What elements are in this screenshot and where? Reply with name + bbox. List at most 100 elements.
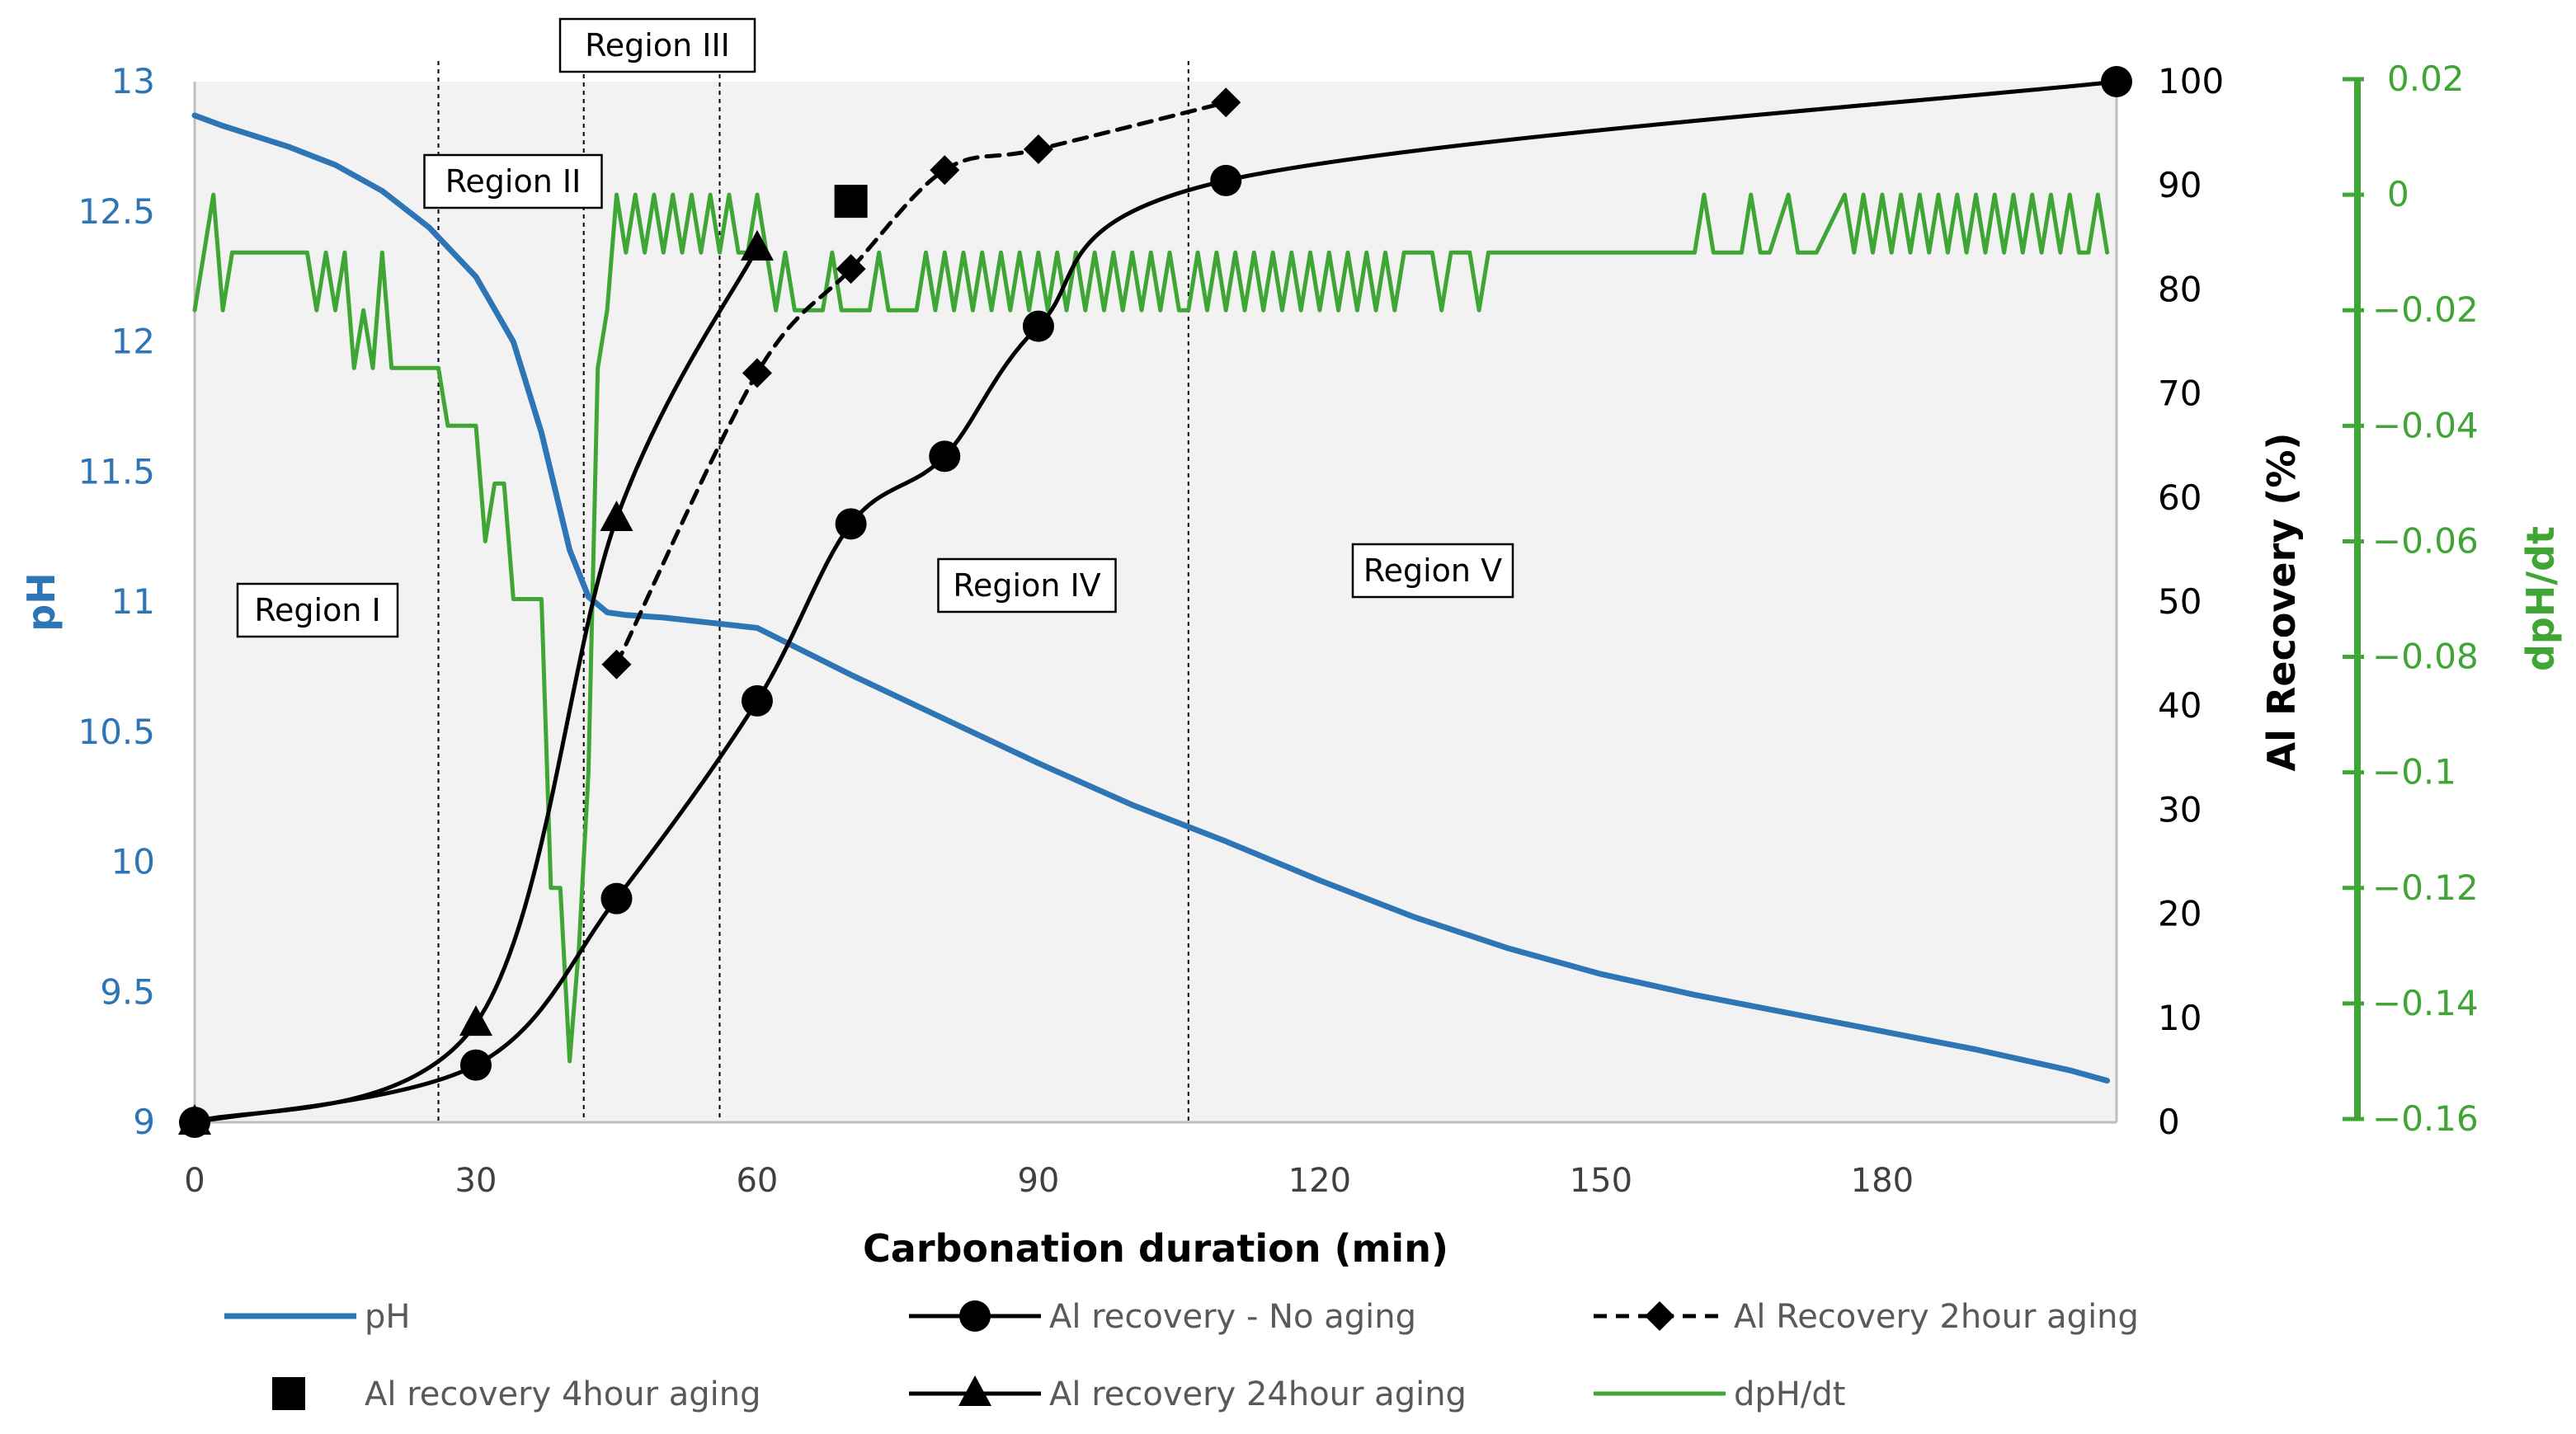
dpdt-tick-label: −0.04 [2372, 405, 2479, 445]
legend-label: pH [365, 1298, 410, 1336]
data-point-al-recovery-24hour-aging [600, 501, 633, 532]
al-ticks: 0 10 20 30 40 50 60 70 80 90 100 [2158, 61, 2224, 1142]
legend-item: dpH/dt [1594, 1375, 1845, 1413]
dpdt-tick-label: −0.06 [2372, 520, 2479, 561]
dpdt-tick-label: −0.08 [2372, 637, 2479, 677]
dpdt-tick-label: 0.02 [2387, 59, 2465, 99]
region-label: Region IV [937, 557, 1117, 614]
al-tick-label: 100 [2158, 61, 2224, 101]
data-point-al-recovery-2hour-aging [742, 358, 772, 388]
svg-text:Region III: Region III [585, 27, 730, 63]
al-tick-label: 40 [2158, 685, 2202, 726]
dpdt-tick-label: −0.02 [2372, 289, 2479, 330]
plot-area [195, 82, 2117, 1122]
dpdt-tick-label: −0.12 [2372, 867, 2479, 908]
al-tick-label: 70 [2158, 374, 2202, 414]
svg-text:Region IV: Region IV [953, 567, 1100, 604]
data-point-al-recovery-no-aging [600, 882, 633, 914]
dpdt-ticks: 0.02 0 −0.02 −0.04 −0.06 −0.08 −0.1 −0.12 −0.14 −… [2343, 59, 2479, 1139]
data-point-al-recovery-no-aging [459, 1049, 492, 1081]
al-tick-label: 80 [2158, 269, 2202, 309]
data-point-al-recovery-no-aging [835, 508, 867, 540]
al-tick-label: 20 [2158, 894, 2202, 934]
data-point-al-recovery-no-aging [741, 684, 773, 717]
series-line-dph-dt [192, 192, 2110, 1064]
al-tick-label: 30 [2158, 789, 2202, 830]
ph-tick-label: 9.5 [100, 971, 155, 1012]
ph-tick-label: 11.5 [78, 451, 155, 491]
svg-text:Region II: Region II [445, 163, 582, 200]
data-point-al-recovery-no-aging [179, 1107, 210, 1138]
series-line-al-recovery-2hour-aging [614, 100, 1228, 667]
data-point-al-recovery-2hour-aging [1211, 87, 1241, 118]
legend: pH Al recovery - No aging Al Recovery 2hou… [224, 1298, 2139, 1413]
dpdt-tick-label: −0.14 [2372, 983, 2479, 1023]
al-tick-label: 50 [2158, 581, 2202, 622]
legend-item: pH [224, 1298, 410, 1336]
data-point-al-recovery-24hour-aging [459, 1005, 492, 1037]
data-point-al-recovery-no-aging [1210, 164, 1242, 196]
region-label: Region II [423, 153, 603, 209]
region-label: Region I [236, 582, 399, 638]
al-tick-label: 10 [2158, 998, 2202, 1038]
al-axis-title: Al Recovery (%) [2259, 433, 2304, 772]
ph-tick-label: 10 [111, 842, 155, 882]
legend-item: Al Recovery 2hour aging [1594, 1298, 2139, 1336]
ph-ticks: 9 9.5 10 10.5 11 11.5 12 12.5 13 [78, 61, 155, 1142]
svg-text:Region V: Region V [1363, 552, 1502, 589]
legend-label: Al recovery 4hour aging [365, 1375, 761, 1413]
x-tick-label: 180 [1851, 1162, 1914, 1200]
x-tick-label: 120 [1288, 1162, 1351, 1200]
dpdt-axis-title: dpH/dt [2518, 526, 2563, 671]
legend-marker [1645, 1301, 1674, 1331]
legend-marker [958, 1375, 991, 1406]
region-label: Region III [558, 17, 756, 73]
ph-tick-label: 12.5 [78, 191, 155, 232]
series-layer [191, 79, 2119, 1125]
dpdt-tick-label: −0.1 [2372, 752, 2456, 792]
legend-label: Al recovery - No aging [1049, 1298, 1416, 1336]
x-tick-label: 30 [455, 1162, 497, 1200]
x-tick-label: 90 [1017, 1162, 1059, 1200]
data-point-al-recovery-no-aging [1022, 310, 1054, 342]
legend-item: Al recovery 24hour aging [909, 1375, 1467, 1413]
dpdt-tick-label: −0.16 [2372, 1098, 2479, 1139]
series-line-ph [191, 112, 2111, 1084]
x-ticks: 0 30 60 90 120 150 180 [184, 1162, 1914, 1200]
data-point-al-recovery-no-aging [929, 440, 961, 473]
dpdt-tick-label: 0 [2387, 174, 2409, 214]
al-tick-label: 0 [2158, 1102, 2180, 1142]
legend-marker [272, 1377, 305, 1410]
legend-item: Al recovery 4hour aging [272, 1375, 761, 1413]
region-label: Region V [1351, 543, 1514, 599]
legend-item: Al recovery - No aging [909, 1298, 1416, 1336]
legend-label: dpH/dt [1734, 1375, 1845, 1413]
data-point-al-recovery-2hour-aging [601, 649, 632, 679]
ph-tick-label: 9 [133, 1102, 155, 1142]
data-point-al-recovery-2hour-aging [930, 155, 960, 186]
ph-tick-label: 12 [111, 322, 155, 362]
legend-label: Al Recovery 2hour aging [1734, 1298, 2139, 1336]
x-tick-label: 60 [736, 1162, 778, 1200]
series-line-al-recovery-no-aging [192, 79, 2119, 1125]
x-axis-title: Carbonation duration (min) [863, 1226, 1448, 1271]
ph-tick-label: 11 [111, 581, 155, 622]
markers-layer [178, 66, 2132, 1138]
data-point-al-recovery-4hour-aging [834, 185, 868, 219]
data-point-al-recovery-no-aging [2101, 66, 2132, 97]
legend-marker [959, 1300, 991, 1332]
x-tick-label: 0 [184, 1162, 205, 1200]
ph-axis-title: pH [19, 572, 64, 631]
ph-tick-label: 13 [111, 61, 155, 101]
svg-text:Region I: Region I [254, 592, 380, 628]
al-tick-label: 60 [2158, 477, 2202, 518]
ph-tick-label: 10.5 [78, 712, 155, 752]
legend-label: Al recovery 24hour aging [1049, 1375, 1467, 1413]
al-tick-label: 90 [2158, 165, 2202, 205]
x-tick-label: 150 [1570, 1162, 1632, 1200]
data-point-al-recovery-2hour-aging [1023, 134, 1053, 165]
data-point-al-recovery-24hour-aging [740, 229, 774, 261]
data-point-al-recovery-2hour-aging [836, 254, 866, 284]
region-labels: Region I Region II Region III Region IV Regi… [236, 17, 1514, 638]
